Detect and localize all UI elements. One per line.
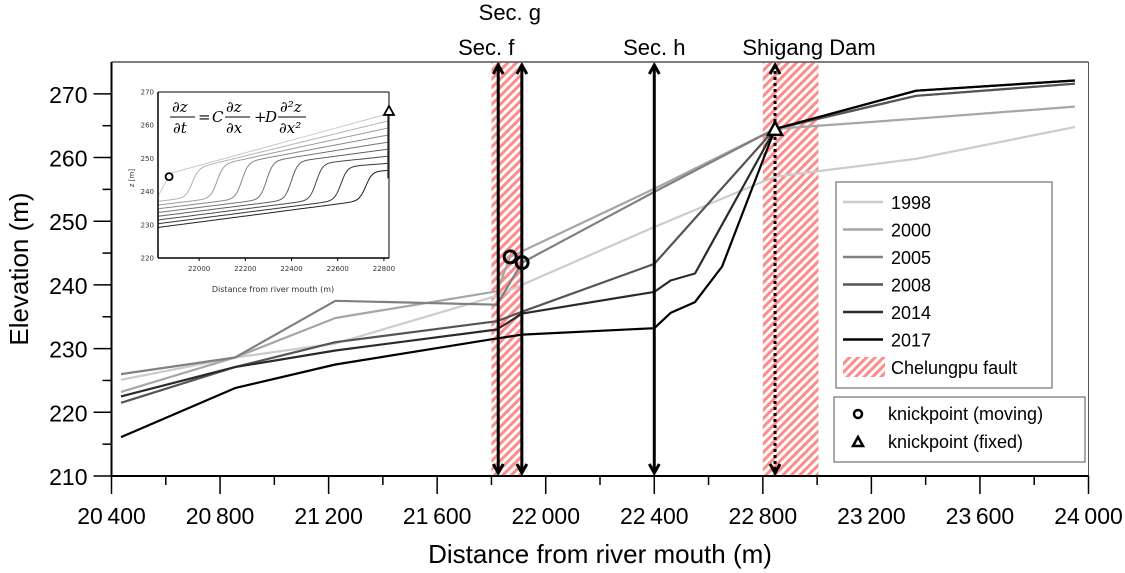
legend-label-2017: 2017 (891, 331, 931, 351)
inset-curve (157, 155, 390, 221)
inset-chart: 220 230 240 250 260 270 22000 22200 22400 22600 22… (128, 89, 396, 294)
eq-t2-num: ∂²z (280, 98, 302, 116)
legend: 1998 2000 2005 2008 2014 2017 Chelungpu fault (835, 181, 1053, 389)
series-line-2000 (120, 105, 1075, 393)
y-tick-label: 260 (49, 146, 87, 172)
legend-label-knickpoint-moving: knickpoint (moving) (888, 404, 1043, 424)
knickpoint-legend-box (833, 396, 1086, 463)
eq-c: C (212, 108, 224, 126)
inset-curve (157, 120, 390, 202)
inset-equation: ∂z ∂t = C ∂z ∂x + D ∂²z ∂x² (170, 98, 306, 137)
inset-moving-knickpoint (164, 172, 174, 182)
knickpoint-legend: knickpoint (moving) knickpoint (fixed) (833, 396, 1086, 463)
eq-d: D (264, 108, 277, 126)
x-tick-label: 22 000 (511, 503, 580, 529)
inset-x-tick-label: 22000 (188, 265, 210, 273)
x-ticks: 20 400 20 800 21 200 21 600 22 000 22 400 22 8… (77, 476, 1123, 529)
inset-curve (157, 148, 390, 217)
inset-curve (157, 141, 390, 213)
y-ticks: 210 220 230 240 250 260 270 (49, 82, 112, 490)
inset-x-tick-label: 22600 (327, 265, 349, 273)
y-tick-label: 210 (49, 464, 87, 490)
inset-y-tick-label: 260 (141, 122, 154, 130)
x-tick-label: 23 200 (837, 503, 906, 529)
section-arrow-down (491, 463, 505, 477)
eq-t1-den: ∂x (226, 119, 243, 137)
eq-lhs-den: ∂t (173, 119, 188, 137)
legend-label-1998: 1998 (891, 193, 931, 213)
y-axis-title: Elevation (m) (4, 192, 34, 345)
section-label-0: Sec. f (458, 35, 515, 60)
moving-knickpoint-icon (852, 408, 864, 420)
section-arrow-down (515, 463, 529, 477)
inset-curves (157, 113, 390, 228)
inset-axes: 220 230 240 250 260 270 22000 22200 22400 22600 22… (141, 89, 396, 273)
x-tick-label: 20 400 (77, 503, 146, 529)
legend-label-2005: 2005 (891, 248, 931, 268)
knickpoints (502, 119, 785, 271)
legend-label-2000: 2000 (891, 221, 931, 241)
section-arrow-up (647, 61, 661, 75)
inset-y-tick-label: 270 (141, 89, 154, 97)
x-tick-label: 23 600 (946, 503, 1015, 529)
inset-x-tick-label: 22400 (280, 265, 302, 273)
x-tick-label: 24 000 (1054, 503, 1123, 529)
inset-y-tick-label: 240 (141, 188, 154, 196)
inset-curve (157, 127, 390, 206)
eq-equals: = (198, 108, 211, 126)
series-line-2017 (120, 79, 1075, 439)
section-label-1: Sec. g (479, 0, 541, 25)
y-tick-label: 250 (49, 209, 87, 235)
fixed-knickpoint-icon (850, 434, 866, 448)
x-tick-label: 22 400 (620, 503, 689, 529)
eq-plus: + (254, 108, 267, 126)
inset-y-axis-title: z [m] (128, 169, 136, 187)
inset-x-tick-label: 22800 (373, 265, 395, 273)
inset-y-tick-label: 230 (141, 221, 154, 229)
y-tick-label: 230 (49, 337, 87, 363)
knickpoint-moving-0 (502, 249, 518, 265)
section-label-3: Shigang Dam (742, 35, 875, 60)
y-tick-label: 220 (49, 400, 87, 426)
x-tick-label: 20 800 (186, 503, 255, 529)
inset-fixed-knickpoint (382, 104, 396, 116)
y-tick-label: 240 (49, 273, 87, 299)
section-arrow-up (768, 61, 782, 75)
y-tick-label: 270 (49, 82, 87, 108)
knickpoint-fixed-2 (765, 119, 785, 137)
inset-curve (157, 169, 390, 228)
legend-label-knickpoint-fixed: knickpoint (fixed) (888, 432, 1023, 452)
legend-label-fault: Chelungpu fault (891, 358, 1017, 378)
legend-label-2008: 2008 (891, 276, 931, 296)
inset-curve (157, 162, 390, 225)
inset-curve (157, 134, 390, 210)
section-arrow-up (491, 61, 505, 75)
inset-y-tick-label: 250 (141, 155, 154, 163)
x-tick-label: 21 200 (294, 503, 363, 529)
legend-label-2014: 2014 (891, 303, 931, 323)
inset-y-tick-label: 220 (141, 255, 154, 263)
series-line-1998 (120, 125, 1076, 381)
inset-x-axis-title: Distance from river mouth (m) (212, 285, 334, 294)
x-axis-title: Distance from river mouth (m) (428, 539, 772, 569)
eq-t2-den: ∂x² (279, 119, 301, 137)
legend-swatch-fault (843, 357, 885, 377)
section-arrow-down (768, 463, 782, 477)
section-label-2: Sec. h (623, 35, 685, 60)
inset-curve (157, 113, 390, 197)
x-tick-label: 22 800 (729, 503, 798, 529)
knickpoint-moving-1 (514, 255, 530, 271)
section-arrow-up (515, 61, 529, 75)
section-arrow-down (647, 463, 661, 477)
eq-lhs-num: ∂z (172, 98, 188, 116)
x-tick-label: 21 600 (403, 503, 472, 529)
inset-x-tick-label: 22200 (234, 265, 256, 273)
eq-t1-num: ∂z (226, 98, 242, 116)
